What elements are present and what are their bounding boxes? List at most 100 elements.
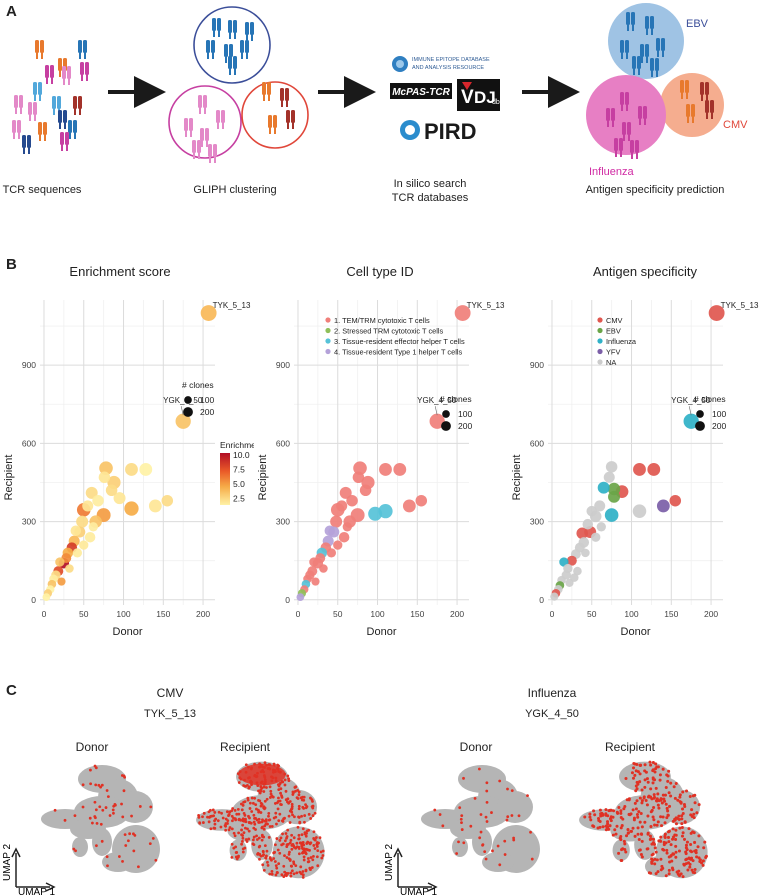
data-point: [311, 577, 320, 586]
umap-hit-dot: [316, 849, 320, 853]
umap-hit-dot: [643, 820, 647, 824]
umap-hit-dot: [660, 864, 664, 868]
umap-hit-dot: [526, 794, 529, 798]
umap-hit-dot: [280, 803, 283, 807]
umap-hit-dot: [297, 852, 301, 856]
umap-hit-dot: [313, 811, 317, 815]
x-axis-label: Donor: [621, 626, 651, 638]
umap-hit-dot: [244, 817, 247, 821]
umap-hit-dot: [645, 847, 649, 851]
data-point: [79, 540, 89, 550]
data-point: [105, 484, 118, 497]
umap-hit-dot: [674, 850, 678, 854]
umap-flu-x-label: UMAP 1: [400, 887, 437, 895]
legend-label: 2. Stressed TRM cytotoxic T cells: [334, 327, 444, 336]
umap-hit-dot: [289, 874, 293, 878]
data-point: [708, 305, 725, 321]
umap-hit-dot: [217, 810, 221, 814]
panel-a-label: A: [6, 3, 17, 20]
umap-cell-region: [117, 791, 153, 823]
data-point: [84, 531, 96, 543]
umap-hit-dot: [664, 802, 668, 806]
umap-hit-dot: [596, 817, 601, 821]
umap-hit-dot: [301, 870, 305, 873]
umap-hit-dot: [234, 851, 238, 854]
umap-hit-dot: [263, 799, 267, 803]
tcr-icon: [78, 40, 87, 59]
umap-hit-dot: [284, 789, 288, 793]
legend-swatch: [325, 327, 331, 334]
tcr-icon: [268, 115, 277, 134]
umap-hit-dot: [612, 809, 616, 813]
data-point: [352, 471, 365, 484]
umap-hit-dot: [626, 831, 630, 835]
umap-hit-dot: [290, 864, 294, 868]
umap-hit-dot: [633, 773, 637, 777]
umap-hit-dot: [604, 812, 608, 816]
umap-hit-dot: [695, 855, 699, 859]
umap-hit-dot: [315, 842, 319, 846]
data-point: [359, 484, 372, 497]
umap-hit-dot: [247, 837, 251, 841]
umap-hit-dot: [617, 851, 621, 855]
umap-hit-dot: [473, 796, 477, 800]
point-annotation: TYK_5_13: [721, 301, 759, 310]
ebv-label: EBV: [686, 18, 709, 30]
umap-hit-dot: [679, 800, 683, 804]
umap-hit-dot: [654, 786, 658, 790]
umap-hit-dot: [680, 814, 684, 818]
x-tick-label: 100: [116, 609, 130, 619]
legend-swatch: [597, 359, 603, 365]
pird-logo: PIRD: [400, 119, 477, 144]
umap-hit-dot: [81, 805, 85, 809]
umap-hit-dot: [267, 812, 271, 815]
y-axis-label: Recipient: [3, 455, 15, 501]
umap-hit-dot: [243, 846, 247, 850]
tcr-icon: [206, 40, 215, 59]
umap-hit-dot: [315, 836, 318, 839]
y-tick-label: 600: [530, 438, 544, 448]
umap-hit-dot: [659, 868, 663, 872]
umap-hit-dot: [631, 776, 636, 780]
umap-hit-dot: [517, 814, 521, 818]
umap-hit-dot: [693, 868, 697, 872]
umap-hit-dot: [198, 821, 202, 825]
umap-hit-dot: [99, 822, 103, 826]
umap-hit-dot: [593, 813, 597, 817]
umap-hit-dot: [270, 825, 274, 828]
size-legend-title: # clones: [182, 380, 214, 390]
umap-hit-dot: [485, 789, 489, 793]
annotation-leader: [688, 406, 692, 416]
umap-hit-dot: [263, 824, 267, 828]
umap-hit-dot: [257, 798, 260, 802]
umap-hit-dot: [643, 778, 647, 782]
data-point: [633, 463, 646, 476]
umap-hit-dot: [658, 778, 662, 782]
data-point: [683, 413, 699, 429]
umap-hit-dot: [615, 824, 619, 828]
umap-hit-dot: [623, 847, 627, 852]
size-legend-label: 100: [712, 409, 726, 419]
tcr-icon: [14, 95, 23, 114]
panel-b-label: B: [6, 256, 17, 273]
umap-hit-dot: [623, 804, 627, 809]
umap-hit-dot: [629, 829, 633, 833]
umap-hit-dot: [297, 804, 301, 808]
umap-hit-dot: [124, 844, 128, 847]
umap-hit-dot: [291, 790, 295, 794]
umap-hit-dot: [512, 836, 516, 840]
umap-hit-dot: [257, 789, 260, 793]
umap-hit-dot: [138, 805, 142, 808]
umap-hit-dot: [285, 856, 289, 859]
size-legend-label: 100: [458, 409, 472, 419]
data-point: [550, 592, 559, 601]
umap-hit-dot: [284, 798, 288, 802]
umap-hit-dot: [225, 810, 229, 814]
umap-hit-dot: [583, 815, 587, 819]
data-point: [42, 593, 51, 602]
umap-hit-dot: [655, 823, 659, 827]
umap-hit-dot: [623, 842, 627, 846]
umap-hit-dot: [651, 815, 655, 819]
umap-hit-dot: [112, 811, 115, 815]
umap-hit-dot: [302, 795, 306, 799]
